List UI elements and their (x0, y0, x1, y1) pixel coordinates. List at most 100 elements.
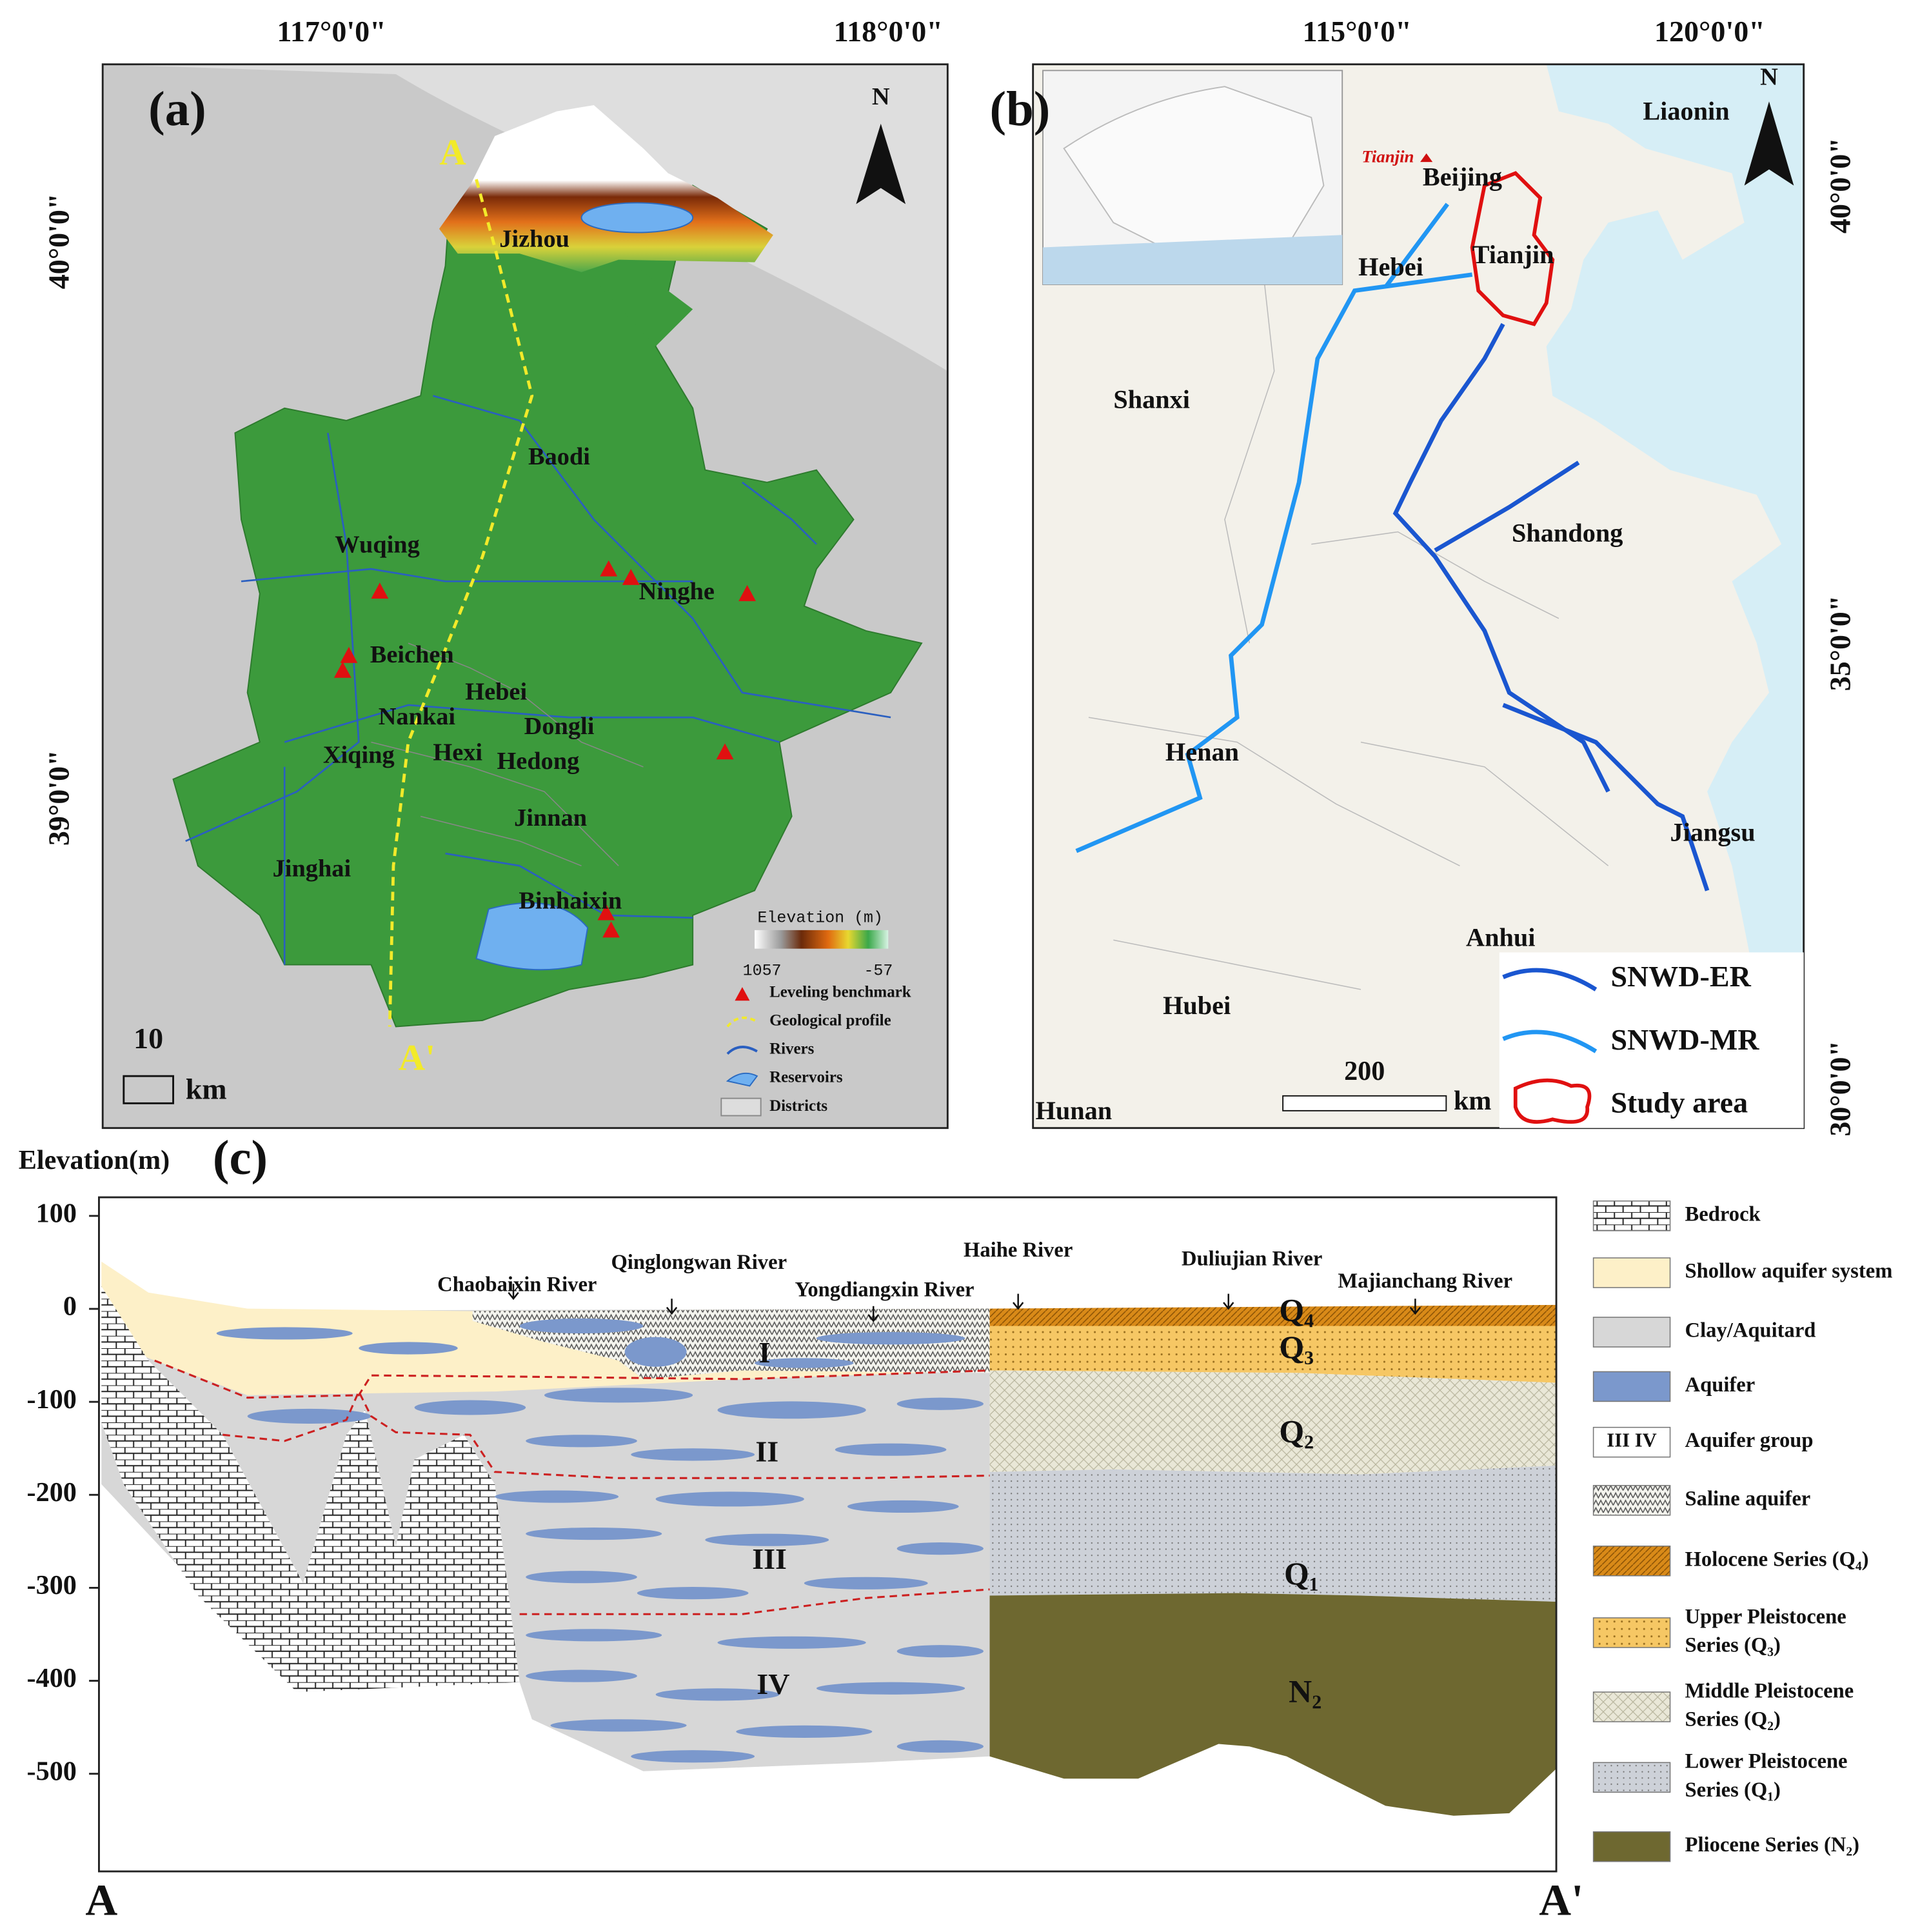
river-arrow (1409, 1299, 1421, 1315)
aquifer (495, 1490, 619, 1503)
river-arrow (1013, 1293, 1024, 1310)
map-frame (1032, 63, 1805, 1130)
place-label: Shanxi (1113, 384, 1190, 413)
panel-a: (a) 117°0'0" 118°0'0" 40°0'0" 39°0'0" N … (42, 15, 949, 1130)
legend-symbol (726, 1016, 758, 1028)
legend-label: Upper Pleistocene (1685, 1605, 1846, 1628)
aquifer (755, 1358, 854, 1368)
aquifer (816, 1332, 965, 1345)
place-label: Liaonin (1643, 97, 1729, 126)
aquifer (526, 1435, 637, 1448)
snwd-er (1502, 702, 1710, 891)
aquifer (637, 1587, 749, 1600)
legend-label: SNWD-MR (1610, 1023, 1759, 1056)
legend-label: Leveling benchmark (769, 983, 911, 1001)
aquifer (550, 1719, 687, 1732)
district-label: Dongli (524, 713, 595, 740)
pliocene (989, 1593, 1557, 1816)
north-label: N (872, 83, 890, 110)
province-boundary (1088, 148, 1609, 990)
legend-label: Districts (769, 1097, 827, 1115)
aquifer-group-label: III (752, 1542, 787, 1575)
y-tick-label: -400 (27, 1663, 77, 1693)
y-tick-label: -200 (27, 1477, 77, 1508)
aquifer (896, 1397, 984, 1410)
aquifer (359, 1342, 458, 1355)
district-boundary (371, 741, 619, 866)
y-tick-label: -500 (27, 1756, 77, 1786)
legend-label: Holocene Series (Q₄) (1685, 1548, 1869, 1571)
north-label: N (1760, 64, 1778, 91)
river (432, 395, 891, 719)
aquifer (835, 1443, 947, 1456)
aquifer (526, 1571, 637, 1584)
y-tick-label: 100 (36, 1199, 77, 1229)
leveling-benchmark (602, 921, 620, 938)
province-boundary (1113, 939, 1361, 990)
leveling-benchmark (600, 560, 618, 577)
series-label: N₂ (1289, 1673, 1321, 1709)
bedrock (101, 1286, 520, 1693)
district-label: Nankai (379, 703, 456, 730)
legend-symbol (1513, 1078, 1592, 1124)
aquifer (216, 1318, 984, 1763)
y-tick-label: -300 (27, 1570, 77, 1600)
north-arrow (1744, 101, 1794, 186)
legend-label: Bedrock (1685, 1202, 1761, 1226)
river (185, 432, 360, 842)
leveling-benchmark (371, 583, 389, 599)
scale-unit: km (1454, 1086, 1492, 1116)
legend-label: Aquifer (1685, 1373, 1756, 1397)
y-tick-label: 0 (63, 1291, 77, 1322)
legend-label: Study area (1610, 1086, 1748, 1119)
lon-label: 115°0'0" (1303, 15, 1412, 48)
district-label: Jizhou (499, 226, 569, 253)
snwd-er (1434, 461, 1580, 553)
river (284, 704, 780, 743)
aquifer-boundary (519, 1588, 990, 1615)
upper-pleistocene (989, 1326, 1557, 1383)
legend-title: Elevation (m) (758, 909, 883, 927)
aquifer (624, 1337, 687, 1367)
aquifer (847, 1500, 959, 1513)
panel-label: (c) (213, 1130, 268, 1185)
reservoir (580, 202, 694, 234)
aquifer-group-label: IV (757, 1668, 789, 1700)
series-label: Q₄ (1279, 1293, 1314, 1328)
legend-label: Series (Q₃) (1685, 1634, 1781, 1657)
legend-label: Series (Q₁) (1685, 1778, 1781, 1802)
river (445, 852, 693, 919)
aquifer-group-label: II (755, 1435, 778, 1468)
legend-label: Shollow aquifer system (1685, 1260, 1893, 1283)
aquifer (896, 1645, 984, 1658)
river-labels: Chaobaixin River Qinglongwan River Yongdia… (437, 1239, 1512, 1322)
leveling-benchmark (622, 569, 640, 585)
river-arrow (666, 1299, 678, 1315)
section-frame (98, 1196, 1558, 1873)
legend-swatch (1592, 1546, 1671, 1577)
legend-label: Saline aquifer (1685, 1487, 1811, 1510)
lon-label: 117°0'0" (277, 15, 386, 48)
river-label: Majianchang River (1338, 1270, 1512, 1293)
leveling-benchmark (738, 584, 757, 601)
scale-bar (1282, 1095, 1447, 1111)
inset-sea (1043, 235, 1343, 285)
lon-label: 120°0'0" (1654, 15, 1765, 48)
legend-label: Pliocene Series (N₂) (1685, 1833, 1859, 1857)
aquifer (896, 1740, 984, 1753)
river-label: Chaobaixin River (437, 1273, 597, 1297)
place-label: Beijing (1423, 162, 1502, 191)
aquifer-boundary (154, 1359, 990, 1615)
river-label: Yongdiangxin River (795, 1278, 974, 1301)
district-label: Hexi (433, 739, 482, 766)
river-label: Duliujian River (1182, 1247, 1322, 1270)
series-label: Q₂ (1279, 1414, 1314, 1449)
aquifer (655, 1688, 780, 1701)
province-boundary (1088, 717, 1460, 866)
series-label: Q₁ (1284, 1556, 1319, 1591)
profile-end-label: A' (1539, 1875, 1583, 1925)
place-label: Hubei (1163, 991, 1231, 1020)
profile-end-label: A (85, 1875, 117, 1925)
